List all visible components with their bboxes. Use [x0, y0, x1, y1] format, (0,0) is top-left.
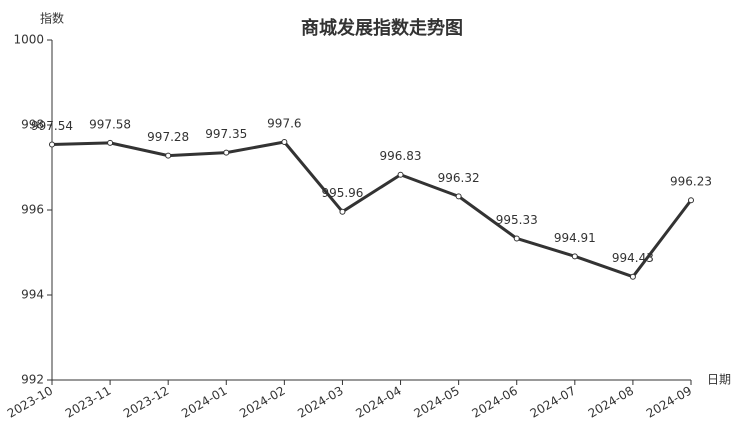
- x-tick-label: 2024-06: [470, 384, 520, 421]
- data-label: 995.33: [496, 213, 538, 227]
- data-label: 996.32: [438, 171, 480, 185]
- data-label: 997.6: [267, 117, 301, 131]
- point: [223, 149, 230, 156]
- point: [49, 141, 55, 148]
- point: [629, 273, 636, 280]
- point: [165, 152, 172, 159]
- y-tick-label: 1000: [13, 33, 44, 47]
- data-label: 997.54: [31, 119, 73, 133]
- point: [571, 253, 578, 260]
- point: [339, 208, 346, 215]
- x-tick-label: 2024-07: [528, 384, 578, 421]
- x-tick-label: 2023-10: [5, 384, 55, 421]
- point: [455, 193, 462, 200]
- point: [107, 139, 114, 146]
- line: [51, 140, 693, 279]
- x-tick-label: 2024-09: [644, 384, 694, 421]
- data-label: 997.35: [205, 127, 247, 141]
- chart-title: 商城发展指数走势图: [301, 17, 463, 39]
- y-tick-label: 992: [21, 373, 44, 387]
- x-tick-label: 2024-03: [295, 384, 345, 421]
- x-axis-label: 日期: [707, 373, 731, 387]
- y-tick-label: 998: [21, 118, 44, 132]
- point: [688, 197, 694, 204]
- y-tick-label: 994: [21, 288, 44, 302]
- data-label: 994.91: [554, 231, 596, 245]
- data-label: 996.83: [380, 149, 422, 163]
- x-tick-label: 2024-08: [586, 384, 636, 421]
- point: [281, 139, 288, 145]
- y-tick-label: 996: [21, 203, 44, 217]
- data-label: 996.23: [670, 175, 712, 189]
- x-tick-label: 2024-01: [179, 384, 229, 421]
- y-axis-label: 指数: [40, 11, 64, 26]
- point: [513, 235, 520, 242]
- x-tick-label: 2024-02: [237, 384, 287, 421]
- x-tick-label: 2024-04: [353, 384, 403, 421]
- x-tick-label: 2024-05: [411, 384, 461, 421]
- x-tick-label: 2023-12: [121, 384, 171, 421]
- data-label: 995.96: [321, 186, 363, 200]
- data-label: 997.28: [147, 130, 189, 144]
- x-tick-label: 2023-11: [63, 384, 113, 421]
- data-label: 997.58: [89, 117, 131, 131]
- point: [397, 171, 404, 178]
- data-label: 994.43: [612, 251, 654, 265]
